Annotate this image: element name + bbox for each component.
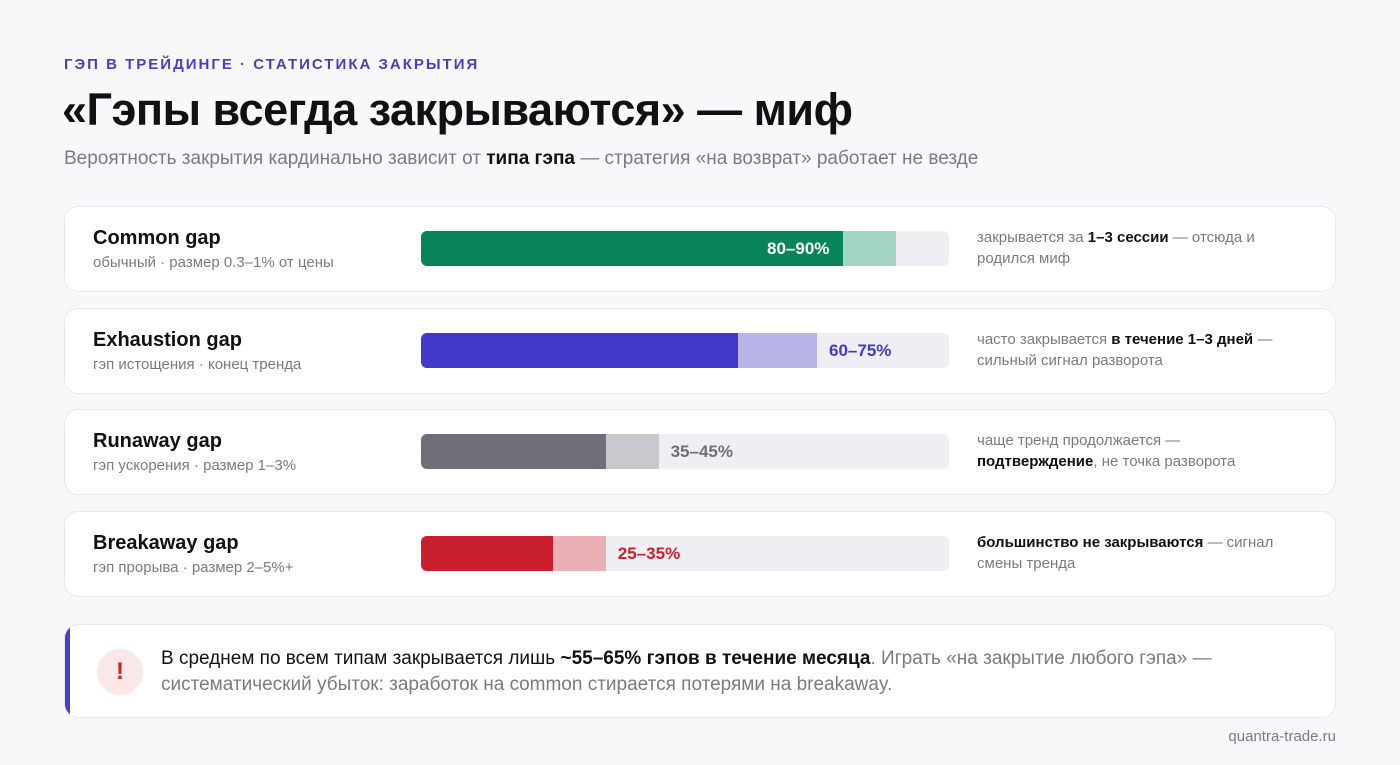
gap-description: гэп истощения · конец тренда	[93, 355, 302, 373]
callout-text-part2: . Играть «на закрытие любого гэпа» — сис…	[161, 648, 1212, 695]
bar-range	[737, 332, 817, 368]
gap-row-common-gap: Common gap обычный · размер 0.3–1% от цен…	[64, 206, 1336, 292]
gap-description: гэп ускорения · размер 1–3%	[93, 457, 297, 474]
gap-note-part: — сильный сигнал разворота	[977, 330, 1273, 369]
gap-description: гэп прорыва · размер 2–5%+	[93, 558, 294, 576]
bar-range	[843, 231, 897, 266]
bar-range	[605, 434, 659, 469]
gap-note-part: закрывается за	[977, 229, 1088, 246]
gap-name: Exhaustion gap	[93, 328, 242, 351]
gap-name: Common gap	[93, 227, 221, 249]
gap-note-part: часто закрывается	[977, 330, 1112, 348]
bar-track: 60–75%	[421, 332, 949, 368]
gap-description: обычный · размер 0.3–1% от цены	[93, 254, 334, 271]
gap-row-runaway-gap: Runaway gap гэп ускорения · размер 1–3% 35…	[64, 409, 1336, 495]
gap-note: чаще тренд продолжается — подтверждение,…	[977, 430, 1297, 472]
gap-note-part: в течение 1–3 дней	[1111, 330, 1254, 348]
gap-note-part: — отсюда и родился миф	[977, 229, 1255, 267]
gap-note-part: 1–3 сессии	[1087, 229, 1169, 246]
callout-text: В среднем по всем типам закрывается лишь…	[161, 646, 1281, 698]
callout-text-bold: ~55–65% гэпов в течение месяца	[560, 648, 871, 669]
gap-name: Breakaway gap	[93, 531, 239, 554]
gap-note-part: , не точка разворота	[1093, 453, 1236, 470]
summary-callout: ! В среднем по всем типам закрывается ли…	[64, 624, 1336, 718]
bar-value-label: 35–45%	[670, 442, 733, 461]
gap-row-breakaway-gap: Breakaway gap гэп прорыва · размер 2–5%+ 2…	[64, 510, 1336, 597]
subtitle-suffix: — стратегия «на возврат» работает не вез…	[575, 148, 979, 169]
bar-track: 35–45%	[421, 434, 949, 469]
gap-note-part: большинство не закрываются	[977, 533, 1204, 551]
gap-note: закрывается за 1–3 сессии — отсюда и род…	[977, 227, 1297, 269]
callout-text-part1: В среднем по всем типам закрывается лишь	[161, 648, 561, 669]
page-subtitle: Вероятность закрытия кардинально зависит…	[64, 148, 978, 170]
bar-range	[553, 535, 606, 571]
bar-track: 25–35%	[421, 535, 949, 571]
bar-core	[421, 535, 553, 571]
bar-value-label: 25–35%	[617, 543, 681, 563]
bar-core	[421, 434, 606, 469]
bar-track: 80–90%	[421, 231, 949, 266]
gap-name: Runaway gap	[93, 430, 222, 452]
eyebrow: ГЭП В ТРЕЙДИНГЕ · СТАТИСТИКА ЗАКРЫТИЯ	[64, 56, 480, 73]
gap-note-part: чаще тренд продолжается —	[977, 432, 1181, 449]
page-title: «Гэпы всегда закрываются» — миф	[62, 84, 853, 135]
gap-row-exhaustion-gap: Exhaustion gap гэп истощения · конец трен…	[64, 307, 1336, 394]
callout-accent-bar	[65, 625, 70, 717]
bar-core	[421, 332, 738, 368]
exclamation-icon: !	[97, 649, 143, 695]
bar-value-label: 80–90%	[767, 239, 830, 258]
bar-core	[421, 231, 844, 266]
source-link[interactable]: quantra-trade.ru	[1228, 728, 1336, 745]
subtitle-prefix: Вероятность закрытия кардинально зависит…	[64, 148, 487, 169]
gap-note-part: — сигнал смены тренда	[977, 533, 1274, 572]
gap-note-part: подтверждение	[977, 453, 1094, 470]
gap-note: часто закрывается в течение 1–3 дней — с…	[977, 329, 1297, 371]
subtitle-bold: типа гэпа	[486, 148, 575, 169]
bar-value-label: 60–75%	[829, 340, 892, 360]
gap-note: большинство не закрываются — сигнал смен…	[977, 532, 1297, 574]
